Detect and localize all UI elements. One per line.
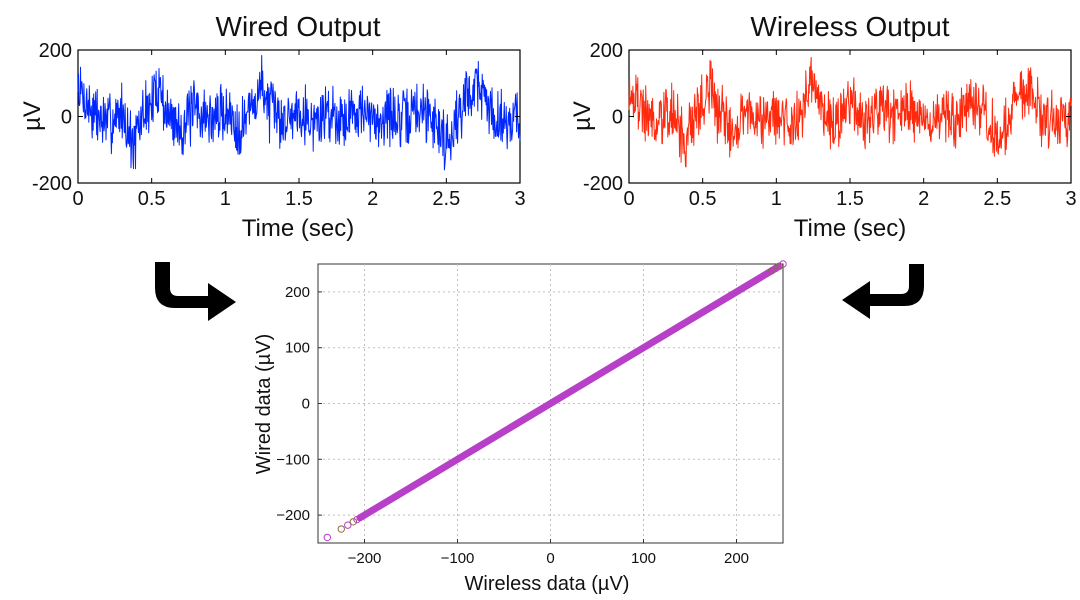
wireless-xtick-label: 1.5 <box>836 188 864 210</box>
wireless-chart-ylabel: µV <box>569 101 596 131</box>
scatter-ytick-label: 0 <box>302 396 310 413</box>
wired-ytick-label: 200 <box>39 40 72 62</box>
curved-arrow-right-icon <box>155 262 236 321</box>
scatter-xtick-label: 100 <box>631 550 656 567</box>
scatter-plot-area: −200 −200 −100 −100 0 0 100 100 200 200 <box>276 260 787 567</box>
scatter-point <box>771 264 780 273</box>
scatter-xtick-label: −100 <box>441 550 475 567</box>
curved-arrow-left-icon <box>842 264 924 319</box>
wireless-xtick-label: 1 <box>771 188 782 210</box>
wireless-ytick-label: 200 <box>590 40 623 62</box>
scatter-chart-xlabel: Wireless data (µV) <box>465 573 630 595</box>
scatter-point <box>349 518 358 526</box>
scatter-chart-ylabel: Wired data (µV) <box>253 334 275 474</box>
scatter-ytick-label: 200 <box>285 284 310 301</box>
scatter-ytick-label: −100 <box>276 451 310 468</box>
wireless-chart: Wireless Output µV 0 0.5 1 1.5 2 2.5 3-2000200… <box>569 11 1077 242</box>
wireless-xtick-label: 2 <box>918 188 929 210</box>
scatter-ytick-label: −200 <box>276 507 310 524</box>
wired-xtick-label: 2 <box>367 188 378 210</box>
scatter-ytick-label: 100 <box>285 340 310 357</box>
scatter-point <box>775 262 783 270</box>
wireless-ytick-label: -200 <box>583 173 623 195</box>
wired-xtick-label: 0.5 <box>138 188 166 210</box>
wireless-xtick-label: 0.5 <box>689 188 717 210</box>
wireless-chart-xlabel: Time (sec) <box>794 215 906 242</box>
wireless-signal-line <box>628 56 1072 168</box>
wired-chart-ylabel: µV <box>19 101 46 131</box>
scatter-point <box>768 266 776 275</box>
scatter-xtick-label: −200 <box>348 550 382 567</box>
scatter-point <box>337 525 345 533</box>
wireless-chart-title: Wireless Output <box>750 11 949 42</box>
scatter-point <box>353 515 361 524</box>
wireless-xtick-label: 2.5 <box>983 188 1011 210</box>
wired-chart-xlabel: Time (sec) <box>242 215 354 242</box>
wireless-xtick-label: 0 <box>623 188 634 210</box>
scatter-point <box>323 533 331 542</box>
wired-signal-line <box>77 55 521 171</box>
wired-xtick-label: 1.5 <box>285 188 313 210</box>
wired-xtick-label: 2.5 <box>432 188 460 210</box>
scatter-point <box>779 260 787 268</box>
scatter-chart: Wired data (µV) −200 −200 −100 −100 0 0 100 100… <box>253 260 787 595</box>
wired-xtick-label: 3 <box>514 188 525 210</box>
wired-ytick-label: 0 <box>61 107 72 129</box>
wireless-xtick-label: 3 <box>1065 188 1076 210</box>
scatter-xtick-label: 200 <box>724 550 749 567</box>
wired-chart-title: Wired Output <box>216 11 381 42</box>
wireless-ytick-label: 0 <box>612 107 623 129</box>
scatter-point-band <box>356 263 782 522</box>
wired-ytick-label: -200 <box>32 173 72 195</box>
scatter-xtick-label: 0 <box>546 550 554 567</box>
wired-xtick-label: 0 <box>72 188 83 210</box>
wired-xtick-label: 1 <box>220 188 231 210</box>
scatter-point <box>344 521 352 529</box>
